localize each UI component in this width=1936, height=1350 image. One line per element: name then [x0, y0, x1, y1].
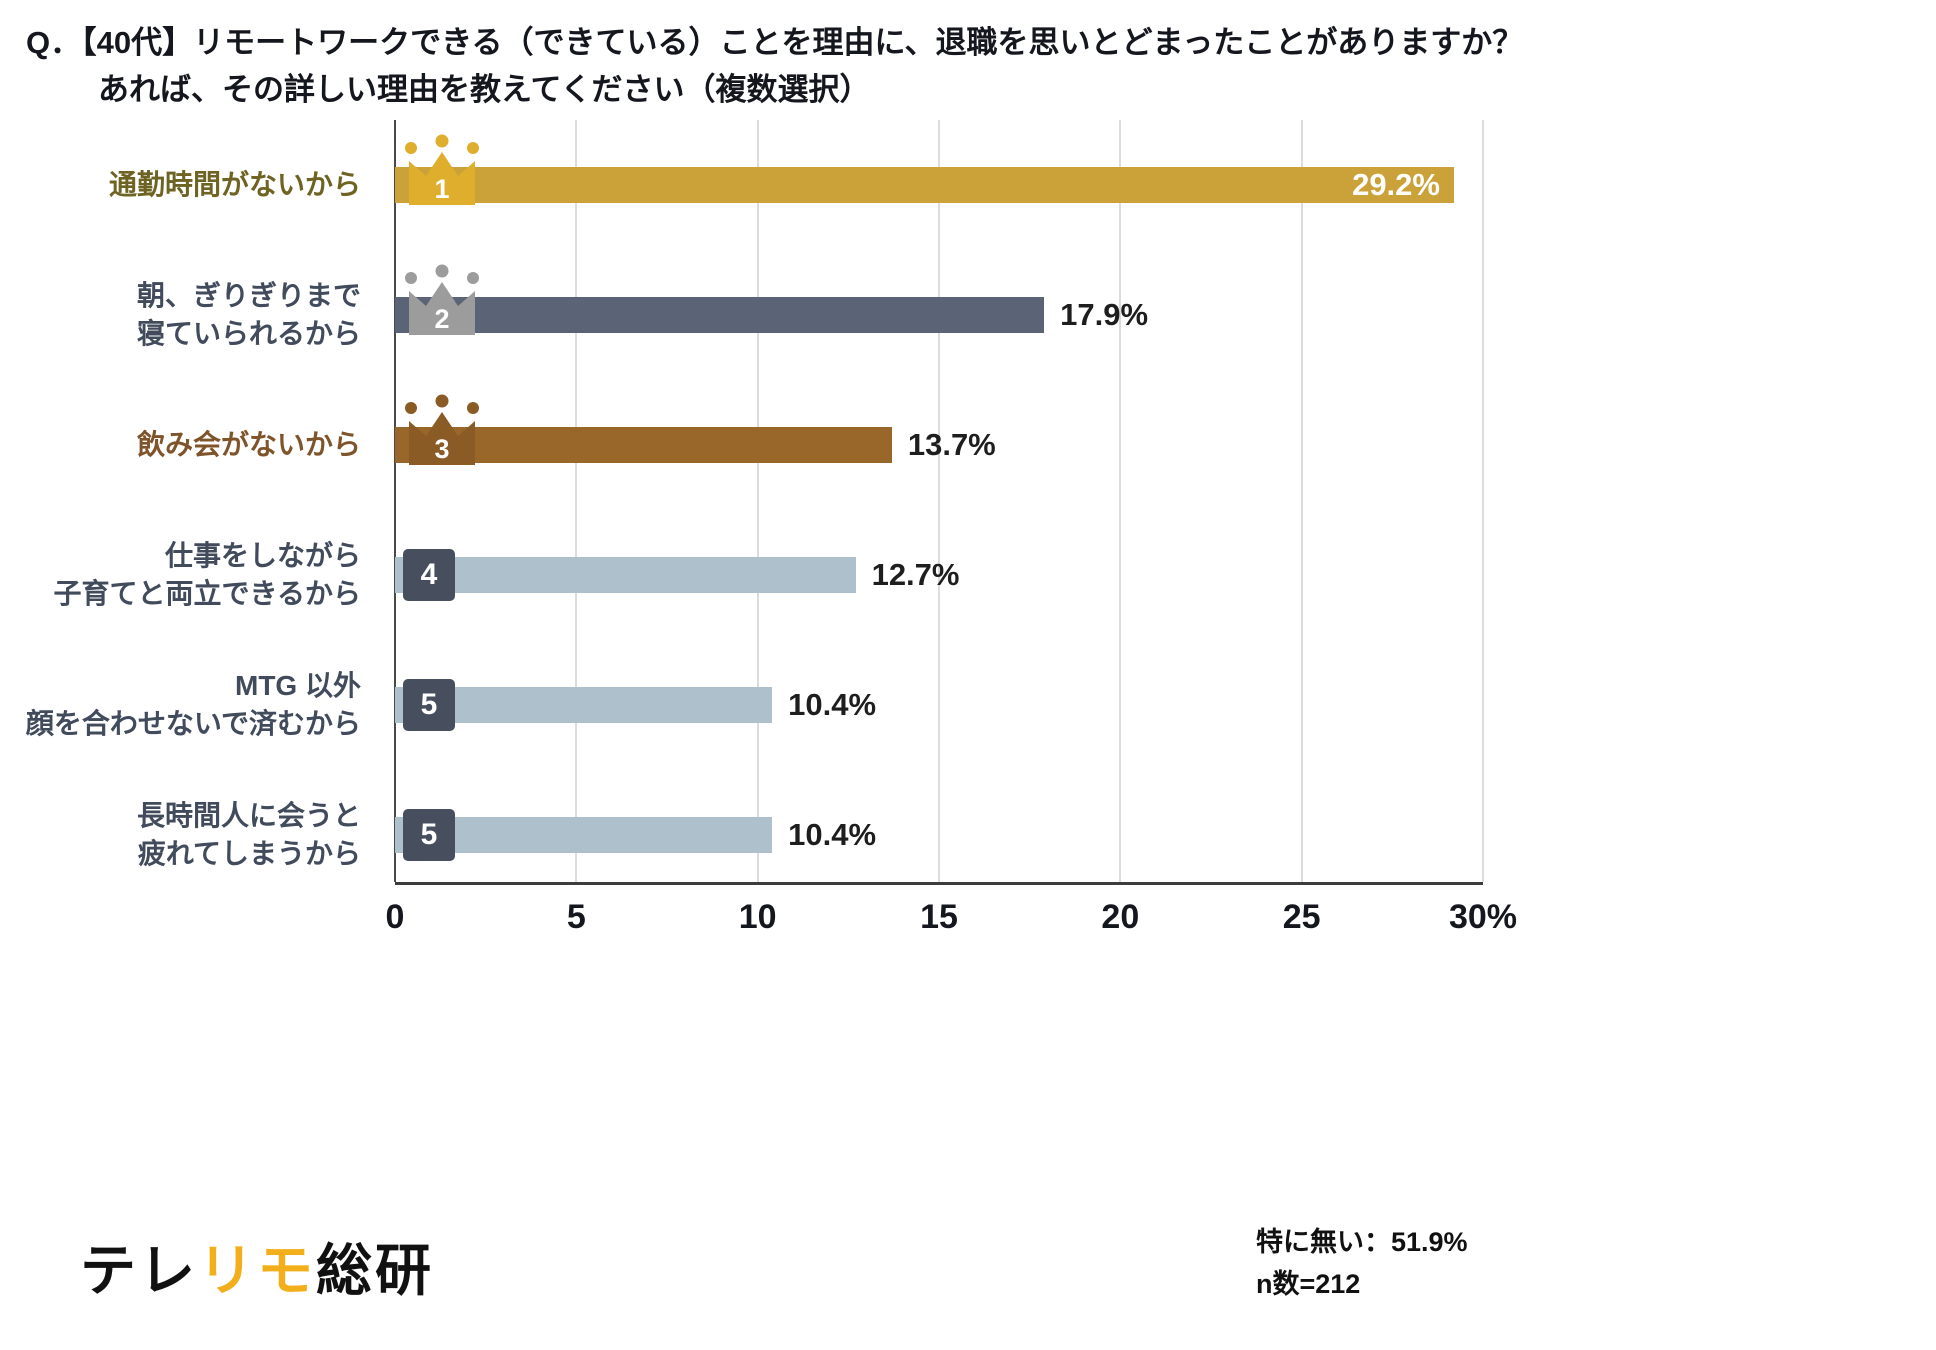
bar-row: 29.2% 1 — [395, 120, 1483, 250]
category-label-line: 朝、ぎりぎりまで — [136, 280, 361, 312]
title-line2: あれば、その詳しい理由を教えてください（複数選択） — [98, 71, 871, 107]
gridline — [756, 120, 759, 882]
gridline — [1119, 120, 1122, 882]
bar-row: 13.7% 3 — [395, 380, 1483, 510]
gridline — [938, 120, 940, 882]
logo-part3: 総研 — [316, 1239, 434, 1302]
logo-part1: テレ — [80, 1239, 198, 1302]
rank-crown-icon: 2 — [405, 264, 479, 335]
telerimo-logo: テレリモ総研 — [80, 1226, 434, 1307]
category-label-line: 仕事をしながら — [164, 540, 361, 572]
footnote: 特に無い：51.9% n数=212 — [1256, 1222, 1468, 1306]
category-label: 通勤時間がないから — [0, 120, 361, 250]
x-tick-label: 25 — [1282, 898, 1321, 936]
rank-crown-badge: 1 — [399, 133, 485, 207]
value-label: 10.4% — [788, 817, 877, 852]
bar-row: 17.9% 2 — [395, 250, 1483, 380]
category-label: 飲み会がないから — [0, 380, 361, 510]
category-label: 長時間人に会うと 疲れてしまうから — [0, 770, 361, 900]
bar — [395, 297, 1045, 333]
bar — [395, 427, 892, 463]
svg-text:2: 2 — [434, 304, 449, 334]
bar — [395, 687, 773, 723]
chart-title: Q．【40代】リモートワークできる（できている）ことを理由に、退職を思いとどまっ… — [26, 20, 1523, 113]
category-label-line: 飲み会がないから — [136, 429, 361, 461]
rank-crown-icon: 3 — [405, 394, 479, 465]
category-label-line: 子育てと両立できるから — [53, 578, 361, 609]
category-label-line: 長時間人に会うと — [136, 800, 361, 832]
svg-text:1: 1 — [434, 174, 449, 204]
x-tick-label: 10 — [738, 898, 777, 936]
category-label-line: MTG 以外 — [235, 670, 361, 702]
value-label: 13.7% — [907, 427, 996, 462]
category-label: 朝、ぎりぎりまで 寝ていられるから — [0, 250, 361, 380]
svg-text:3: 3 — [434, 434, 449, 464]
value-label: 17.9% — [1060, 297, 1149, 332]
rank-square-badge: 5 — [403, 809, 455, 861]
x-axis-labels: 0 5 10 15 20 25 30% — [386, 898, 1517, 958]
rank-square-badge: 4 — [403, 549, 455, 601]
x-tick-label: 20 — [1101, 898, 1140, 936]
category-label: 仕事をしながら子育てと両立できるから — [0, 510, 361, 640]
x-tick-label: 30% — [1448, 898, 1518, 936]
y-axis-line — [394, 120, 396, 882]
title-line1: Q．【40代】リモートワークできる（できている）ことを理由に、退職を思いとどまっ… — [26, 25, 1524, 60]
category-label-line: 寝ていられるから — [136, 318, 361, 349]
gridline — [1300, 120, 1303, 882]
bar — [395, 817, 773, 853]
bar-row: 10.4% 5 — [395, 640, 1483, 770]
rank-square-badge: 5 — [403, 679, 455, 731]
bar-row: 10.4% 5 — [395, 770, 1483, 900]
category-label-line: 疲れてしまうから — [137, 838, 361, 869]
gridline — [1482, 120, 1484, 882]
category-labels: 通勤時間がないから 朝、ぎりぎりまで 寝ていられるから 飲み会がないから 仕事をしながら… — [0, 120, 375, 900]
x-tick-label: 0 — [385, 898, 405, 936]
category-label-line: 通勤時間がないから — [108, 169, 361, 201]
rank-crown-badge: 3 — [399, 393, 485, 467]
value-label: 12.7% — [871, 557, 960, 592]
category-label: MTG 以外顔を合わせないで済むから — [0, 640, 361, 770]
bar-row: 12.7% 4 — [395, 510, 1483, 640]
rank-crown-icon: 1 — [405, 134, 479, 205]
footnote-sample-size: n数=212 — [1256, 1268, 1361, 1299]
value-label: 10.4% — [788, 687, 877, 722]
plot-area: 29.2% 1 17.9% 2 13.7% 3 12.7% 4 10.4% 5 10.4% 5 — [394, 120, 1484, 885]
category-label-line: 顔を合わせないで済むから — [25, 708, 361, 739]
x-tick-label: 15 — [920, 898, 958, 936]
bar — [395, 167, 1454, 203]
value-label: 29.2% — [1352, 167, 1440, 202]
rank-crown-badge: 2 — [399, 263, 485, 337]
gridline — [575, 120, 578, 882]
footnote-none-answer: 特に無い：51.9% — [1256, 1227, 1468, 1257]
logo-part2-accent: リモ — [198, 1239, 316, 1302]
x-tick-label: 5 — [566, 898, 586, 936]
bar — [395, 557, 856, 593]
